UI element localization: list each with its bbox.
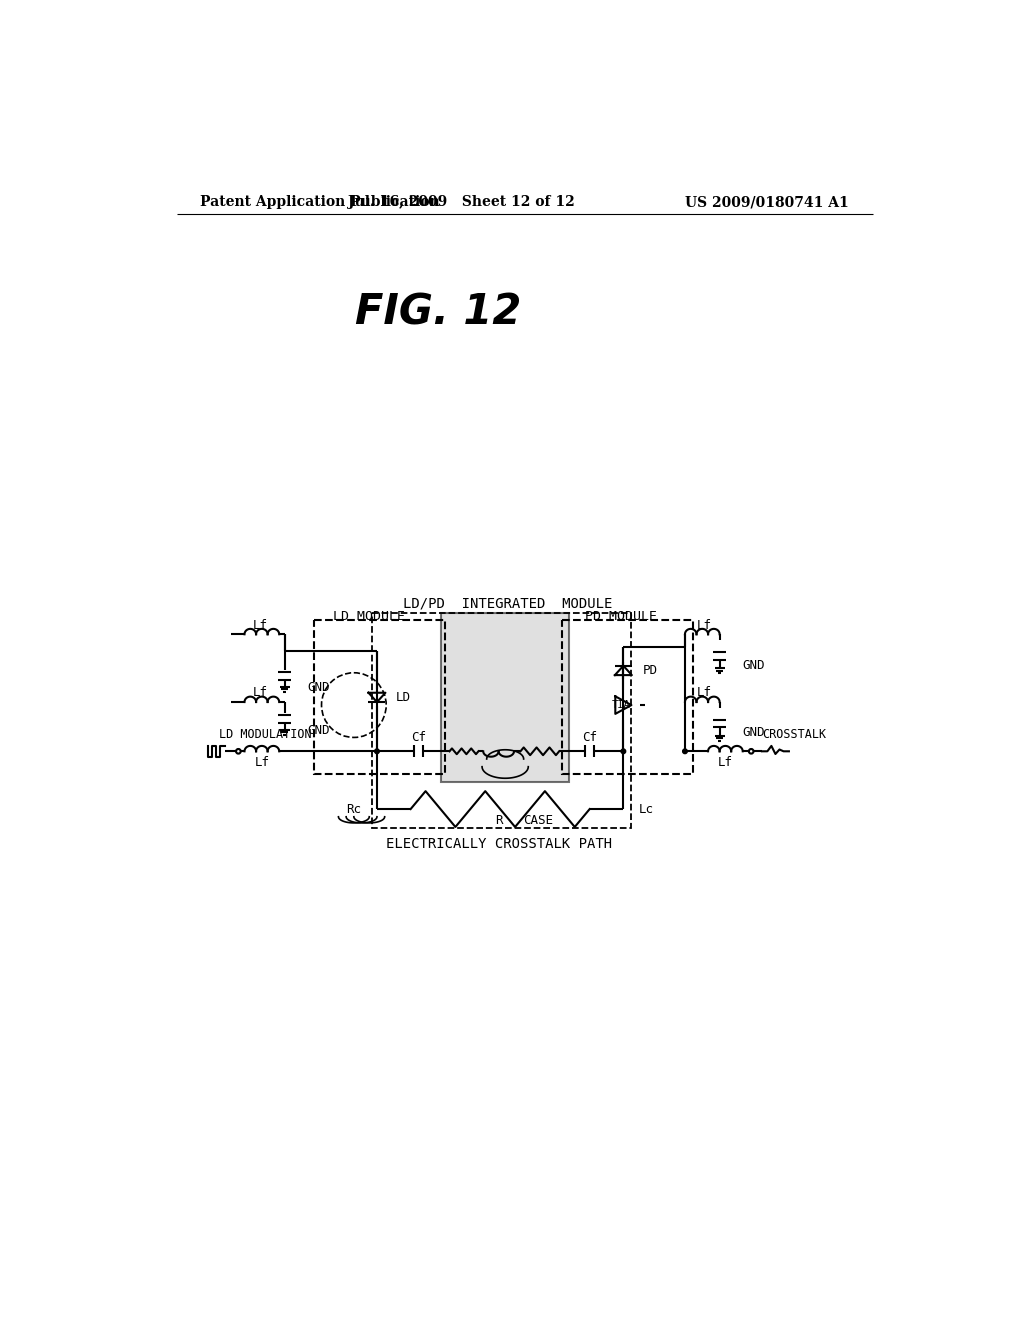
Circle shape — [375, 748, 379, 754]
Text: GND: GND — [742, 726, 765, 739]
Text: Cf: Cf — [411, 731, 426, 744]
Text: Lc: Lc — [639, 803, 653, 816]
Text: CROSSTALK: CROSSTALK — [762, 727, 826, 741]
Text: TIA: TIA — [611, 700, 630, 710]
Text: LD: LD — [396, 690, 412, 704]
Circle shape — [621, 748, 626, 754]
Text: Lf: Lf — [255, 756, 269, 770]
Circle shape — [683, 748, 687, 754]
Text: Lf: Lf — [696, 619, 712, 631]
Text: LD MODULE: LD MODULE — [333, 610, 406, 623]
Text: Rc: Rc — [346, 803, 361, 816]
Text: GND: GND — [742, 659, 765, 672]
Text: Lf: Lf — [253, 619, 267, 631]
Text: CASE: CASE — [523, 814, 553, 828]
Text: Jul. 16, 2009   Sheet 12 of 12: Jul. 16, 2009 Sheet 12 of 12 — [348, 195, 575, 210]
Text: US 2009/0180741 A1: US 2009/0180741 A1 — [685, 195, 849, 210]
Text: Lf: Lf — [718, 756, 732, 770]
Text: Lf: Lf — [253, 686, 267, 700]
Text: PD MODULE: PD MODULE — [585, 610, 657, 623]
Text: FIG. 12: FIG. 12 — [355, 292, 522, 334]
Text: LD/PD  INTEGRATED  MODULE: LD/PD INTEGRATED MODULE — [403, 597, 612, 610]
Text: Patent Application Publication: Patent Application Publication — [200, 195, 439, 210]
Text: GND: GND — [307, 723, 330, 737]
Text: PD: PD — [643, 664, 657, 677]
Text: Cf: Cf — [582, 731, 597, 744]
Text: GND: GND — [307, 681, 330, 694]
Bar — [441, 612, 569, 781]
Text: Lf: Lf — [696, 686, 712, 700]
Text: LD MODULATION: LD MODULATION — [219, 727, 311, 741]
Text: R: R — [495, 814, 503, 828]
Text: ELECTRICALLY CROSSTALK PATH: ELECTRICALLY CROSSTALK PATH — [386, 837, 611, 850]
